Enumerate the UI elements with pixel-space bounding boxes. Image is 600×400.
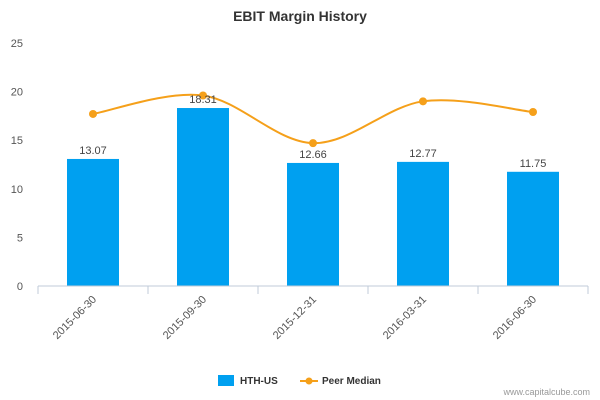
line-point [529,108,537,117]
bar [397,161,449,286]
y-axis: 0 5 10 15 20 25 [11,38,23,293]
y-tick-label: 10 [11,184,23,196]
line-point [199,91,207,100]
bar [287,162,339,286]
line-point [89,109,97,118]
bar-data-label: 11.75 [520,158,547,170]
legend-swatch-marker [305,377,313,385]
chart-title: EBIT Margin History [233,8,367,24]
line-series [89,91,537,148]
x-tick-label: 2015-06-30 [51,294,99,342]
x-tick-label: 2015-09-30 [161,294,209,342]
bar-data-label: 12.66 [299,149,327,161]
y-tick-label: 5 [17,232,23,244]
y-tick-label: 20 [11,87,23,99]
bar-series [67,108,559,287]
bar [507,171,559,286]
credit-text: www.capitalcube.com [502,387,590,397]
line-point [419,97,427,106]
bar [177,108,229,287]
bar [67,158,119,286]
legend: HTH-US Peer Median [218,375,381,387]
data-labels: 13.07 18.31 12.66 12.77 11.75 [79,94,546,170]
x-tick-label: 2016-06-30 [491,294,539,342]
peer-median-line [92,93,534,145]
bar-data-label: 18.31 [189,94,217,106]
y-tick-label: 0 [17,281,23,293]
x-tick-label: 2015-12-31 [271,294,319,342]
line-point [309,139,317,148]
legend-label-line: Peer Median [322,376,381,387]
y-tick-label: 25 [11,38,23,50]
x-axis: 2015-06-30 2015-09-30 2015-12-31 2016-03-31… [37,285,589,342]
y-tick-label: 15 [11,135,23,147]
bar-data-label: 13.07 [79,145,107,157]
x-tick-label: 2016-03-31 [381,294,429,342]
legend-label-bar: HTH-US [240,376,278,387]
legend-swatch-bar [218,375,234,386]
bar-data-label: 12.77 [409,148,437,160]
